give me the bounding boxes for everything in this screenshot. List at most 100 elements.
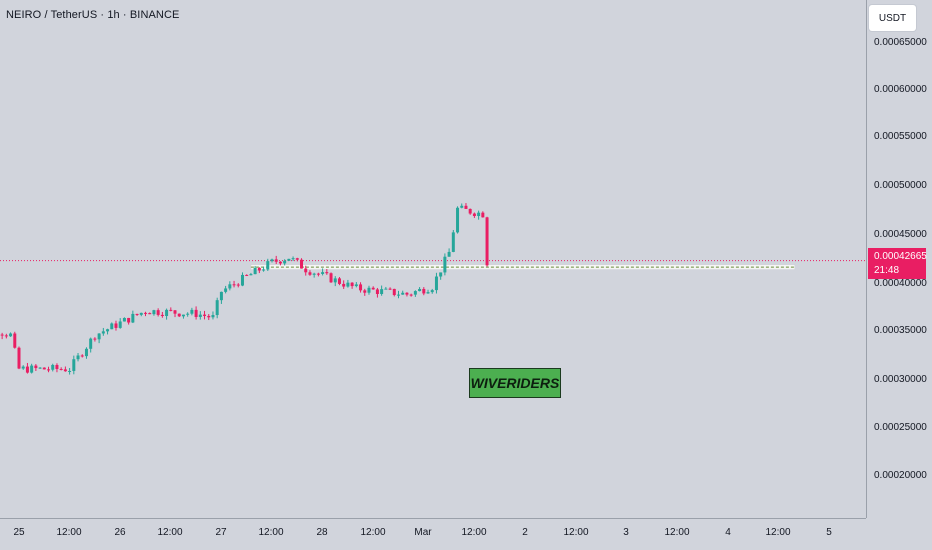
time-tick: 3 bbox=[623, 527, 629, 538]
price-tick: 0.00065000 bbox=[874, 37, 927, 48]
candle-body bbox=[388, 288, 392, 290]
candle-body bbox=[63, 369, 67, 372]
candle-body bbox=[283, 260, 287, 264]
candle-body bbox=[451, 232, 455, 252]
candle-body bbox=[464, 205, 468, 209]
candle-body bbox=[80, 355, 84, 357]
candle-body bbox=[413, 291, 417, 295]
candle-body bbox=[253, 267, 257, 275]
price-tick: 0.00060000 bbox=[874, 84, 927, 95]
time-tick: 12:00 bbox=[563, 527, 589, 538]
candle-body bbox=[456, 207, 460, 233]
candle-body bbox=[392, 288, 396, 296]
candle-body bbox=[224, 288, 228, 292]
time-tick: 12:00 bbox=[664, 527, 690, 538]
candle-body bbox=[211, 315, 215, 318]
bar-countdown: 21:48 bbox=[874, 265, 900, 276]
candle-body bbox=[177, 313, 181, 317]
candle-body bbox=[485, 217, 489, 266]
candle-body bbox=[249, 274, 253, 276]
last-price-value: 0.00042665 bbox=[874, 251, 927, 262]
candle-body bbox=[422, 288, 426, 294]
candle-body bbox=[118, 321, 122, 328]
candle-body bbox=[97, 333, 101, 340]
candle-body bbox=[359, 284, 363, 291]
candle-body bbox=[228, 284, 232, 289]
price-tick: 0.00040000 bbox=[874, 278, 927, 289]
candle-body bbox=[304, 268, 308, 273]
time-tick: 12:00 bbox=[56, 527, 82, 538]
candle-body bbox=[270, 259, 274, 262]
candle-body bbox=[101, 331, 105, 334]
candle-body bbox=[165, 309, 169, 317]
candle-body bbox=[219, 291, 223, 301]
candle-body bbox=[47, 369, 51, 371]
candle-body bbox=[122, 317, 126, 322]
candle-body bbox=[460, 205, 464, 208]
candle-body bbox=[245, 274, 249, 276]
candle-body bbox=[426, 292, 430, 294]
currency-selector[interactable]: USDT bbox=[869, 5, 916, 31]
candlestick-chart[interactable] bbox=[0, 0, 866, 518]
time-tick: 2 bbox=[522, 527, 528, 538]
time-tick: 28 bbox=[316, 527, 328, 538]
candle-body bbox=[160, 314, 164, 317]
candle-body bbox=[106, 329, 110, 332]
candle-body bbox=[325, 272, 329, 274]
candle-body bbox=[418, 288, 422, 292]
candle-body bbox=[93, 338, 97, 340]
candle-body bbox=[409, 294, 413, 296]
candle-body bbox=[110, 323, 114, 330]
candle-body bbox=[266, 261, 270, 270]
candle-body bbox=[236, 284, 240, 286]
candle-body bbox=[194, 309, 198, 317]
candle-body bbox=[131, 313, 135, 323]
candle-body bbox=[76, 355, 80, 360]
candle-body bbox=[51, 364, 55, 370]
candle-body bbox=[203, 314, 207, 316]
last-price-tag: 0.00042665 21:48 bbox=[868, 248, 927, 279]
price-tick: 0.00055000 bbox=[874, 131, 927, 142]
time-tick: 12:00 bbox=[360, 527, 386, 538]
price-scale-divider bbox=[866, 0, 867, 518]
candle-body bbox=[367, 287, 371, 293]
time-scale-divider bbox=[0, 518, 866, 519]
time-tick: 4 bbox=[725, 527, 731, 538]
candle-body bbox=[38, 367, 42, 369]
symbol-title[interactable]: NEIRO / TetherUS · 1h · BINANCE bbox=[6, 9, 180, 21]
candles bbox=[0, 203, 489, 375]
candle-body bbox=[257, 267, 261, 271]
candle-body bbox=[439, 272, 443, 277]
candle-body bbox=[186, 313, 190, 315]
candle-body bbox=[300, 259, 304, 269]
candle-body bbox=[342, 283, 346, 287]
candle-body bbox=[114, 323, 118, 328]
candle-body bbox=[25, 366, 29, 373]
wiveriders-badge: WIVERIDERS bbox=[469, 368, 561, 398]
candle-body bbox=[207, 315, 211, 318]
candle-body bbox=[430, 290, 434, 293]
candle-body bbox=[401, 292, 405, 295]
price-tick: 0.00025000 bbox=[874, 422, 927, 433]
candle-body bbox=[308, 272, 312, 275]
candle-body bbox=[139, 312, 143, 315]
candle-body bbox=[350, 282, 354, 287]
candle-body bbox=[21, 366, 25, 369]
candle-body bbox=[447, 251, 451, 257]
candle-body bbox=[152, 310, 156, 315]
candle-body bbox=[295, 258, 299, 260]
candle-body bbox=[375, 289, 379, 294]
price-tick: 0.00035000 bbox=[874, 325, 927, 336]
candle-body bbox=[34, 365, 38, 369]
horizontal-level bbox=[250, 264, 796, 270]
time-tick: 12:00 bbox=[461, 527, 487, 538]
candle-body bbox=[354, 284, 358, 287]
candle-body bbox=[477, 212, 481, 217]
time-tick: 12:00 bbox=[258, 527, 284, 538]
candle-body bbox=[262, 269, 266, 271]
candle-body bbox=[9, 333, 13, 337]
candle-body bbox=[0, 334, 4, 336]
candle-body bbox=[384, 288, 388, 290]
candle-body bbox=[169, 309, 173, 311]
candle-body bbox=[42, 367, 46, 370]
